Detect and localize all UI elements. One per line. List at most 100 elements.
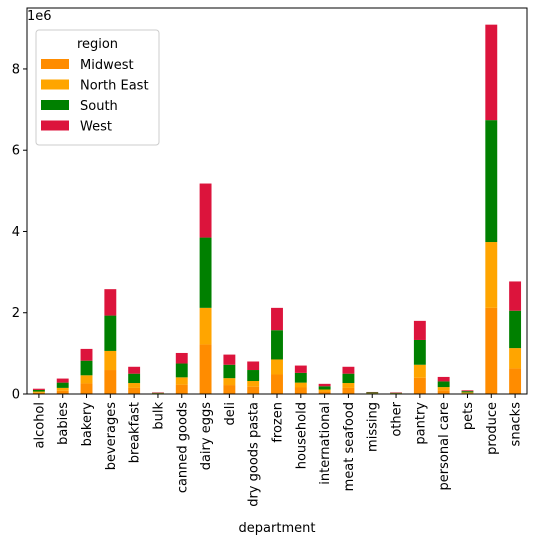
bar-segment-north-east bbox=[485, 242, 497, 308]
bar-segment-midwest bbox=[342, 388, 354, 394]
bar-segment-midwest bbox=[128, 388, 140, 394]
bar-segment-north-east bbox=[247, 381, 259, 387]
bar-segment-west bbox=[295, 366, 307, 373]
bar-segment-midwest bbox=[176, 385, 188, 394]
x-axis-label: department bbox=[239, 521, 316, 536]
bar-segment-west bbox=[128, 367, 140, 374]
bar-segment-south bbox=[176, 364, 188, 378]
legend-label: South bbox=[80, 99, 118, 114]
bar-segment-north-east bbox=[342, 383, 354, 388]
bar-segment-north-east bbox=[33, 392, 45, 393]
bar-segment-south bbox=[223, 365, 235, 378]
bar-segment-west bbox=[223, 355, 235, 365]
bar-segment-south bbox=[438, 381, 450, 387]
bar-segment-west bbox=[81, 349, 93, 361]
bar-segment-midwest bbox=[81, 383, 93, 394]
legend-title: region bbox=[77, 37, 118, 52]
y-tick-label: 0 bbox=[12, 388, 20, 403]
x-tick-label: pantry bbox=[413, 402, 428, 445]
bar-segment-midwest bbox=[414, 378, 426, 394]
x-tick-label: bulk bbox=[151, 402, 166, 430]
bar-segment-south bbox=[57, 383, 69, 388]
bar-segment-north-east bbox=[200, 308, 212, 345]
x-tick-label: frozen bbox=[271, 402, 286, 443]
x-tick-label: dry goods pasta bbox=[247, 402, 262, 507]
bar-segment-south bbox=[104, 316, 116, 351]
bar-segment-west bbox=[247, 361, 259, 370]
bar-segment-north-east bbox=[128, 383, 140, 388]
bar-segment-north-east bbox=[81, 375, 93, 383]
legend-swatch bbox=[41, 59, 69, 69]
bar-segment-south bbox=[81, 361, 93, 376]
bar-segment-midwest bbox=[223, 385, 235, 394]
bar-segment-midwest bbox=[295, 388, 307, 395]
bar-segment-north-east bbox=[414, 365, 426, 378]
bar-segment-north-east bbox=[462, 392, 474, 393]
x-tick-label: other bbox=[390, 401, 405, 436]
bar-segment-south bbox=[342, 374, 354, 383]
bar-segment-north-east bbox=[271, 359, 283, 374]
bar-segment-west bbox=[438, 377, 450, 381]
bar-segment-north-east bbox=[319, 390, 331, 392]
legend-swatch bbox=[41, 80, 69, 90]
bar-segment-west bbox=[509, 281, 521, 310]
bar-segment-south bbox=[414, 340, 426, 365]
x-tick-label: produce bbox=[485, 402, 500, 455]
bar-segment-west bbox=[462, 390, 474, 391]
bar-segment-midwest bbox=[104, 370, 116, 394]
x-tick-label: deli bbox=[223, 402, 238, 425]
y-scale-label: 1e6 bbox=[27, 9, 52, 24]
y-tick-label: 8 bbox=[12, 62, 20, 77]
bar-segment-west bbox=[271, 308, 283, 330]
y-tick-label: 4 bbox=[12, 225, 20, 240]
x-tick-label: canned goods bbox=[175, 402, 190, 493]
bar-segment-north-east bbox=[295, 383, 307, 388]
bar-segment-west bbox=[485, 25, 497, 120]
bar-segment-west bbox=[342, 367, 354, 374]
bar-segment-west bbox=[176, 353, 188, 364]
x-tick-label: personal care bbox=[437, 402, 452, 490]
bar-segment-south bbox=[128, 374, 140, 383]
bar-segment-midwest bbox=[509, 368, 521, 394]
x-tick-label: household bbox=[294, 402, 309, 469]
x-tick-label: breakfast bbox=[128, 402, 143, 463]
y-tick-label: 6 bbox=[12, 144, 20, 159]
x-tick-label: bakery bbox=[80, 402, 95, 447]
x-tick-label: dairy eggs bbox=[199, 402, 214, 471]
bar-segment-midwest bbox=[271, 375, 283, 395]
legend-label: West bbox=[80, 120, 112, 135]
x-tick-label: missing bbox=[366, 402, 381, 452]
x-tick-label: snacks bbox=[509, 402, 524, 447]
bar-segment-south bbox=[319, 386, 331, 389]
bar-segment-south bbox=[509, 311, 521, 348]
bar-segment-north-east bbox=[104, 351, 116, 370]
x-tick-label: babies bbox=[56, 402, 71, 445]
bar-segment-west bbox=[57, 379, 69, 383]
bar-segment-south bbox=[295, 373, 307, 383]
bar-segment-west bbox=[33, 389, 45, 390]
bar-segment-south bbox=[271, 330, 283, 359]
bar-segment-midwest bbox=[438, 390, 450, 394]
legend-swatch bbox=[41, 121, 69, 131]
bar-segment-north-east bbox=[509, 348, 521, 368]
bar-segment-south bbox=[247, 370, 259, 381]
bar-segment-north-east bbox=[57, 388, 69, 391]
bar-segment-north-east bbox=[176, 377, 188, 384]
bar-segment-south bbox=[462, 391, 474, 392]
x-tick-label: international bbox=[318, 402, 333, 485]
bar-segment-west bbox=[104, 289, 116, 315]
bar-segment-west bbox=[200, 184, 212, 238]
bar-segment-south bbox=[33, 390, 45, 392]
bar-segment-midwest bbox=[200, 344, 212, 394]
legend-swatch bbox=[41, 100, 69, 110]
x-tick-label: alcohol bbox=[32, 402, 47, 448]
x-tick-label: pets bbox=[461, 402, 476, 430]
bar-segment-midwest bbox=[247, 387, 259, 394]
bar-segment-midwest bbox=[485, 308, 497, 394]
legend-label: North East bbox=[80, 79, 149, 94]
bar-segment-north-east bbox=[438, 387, 450, 390]
